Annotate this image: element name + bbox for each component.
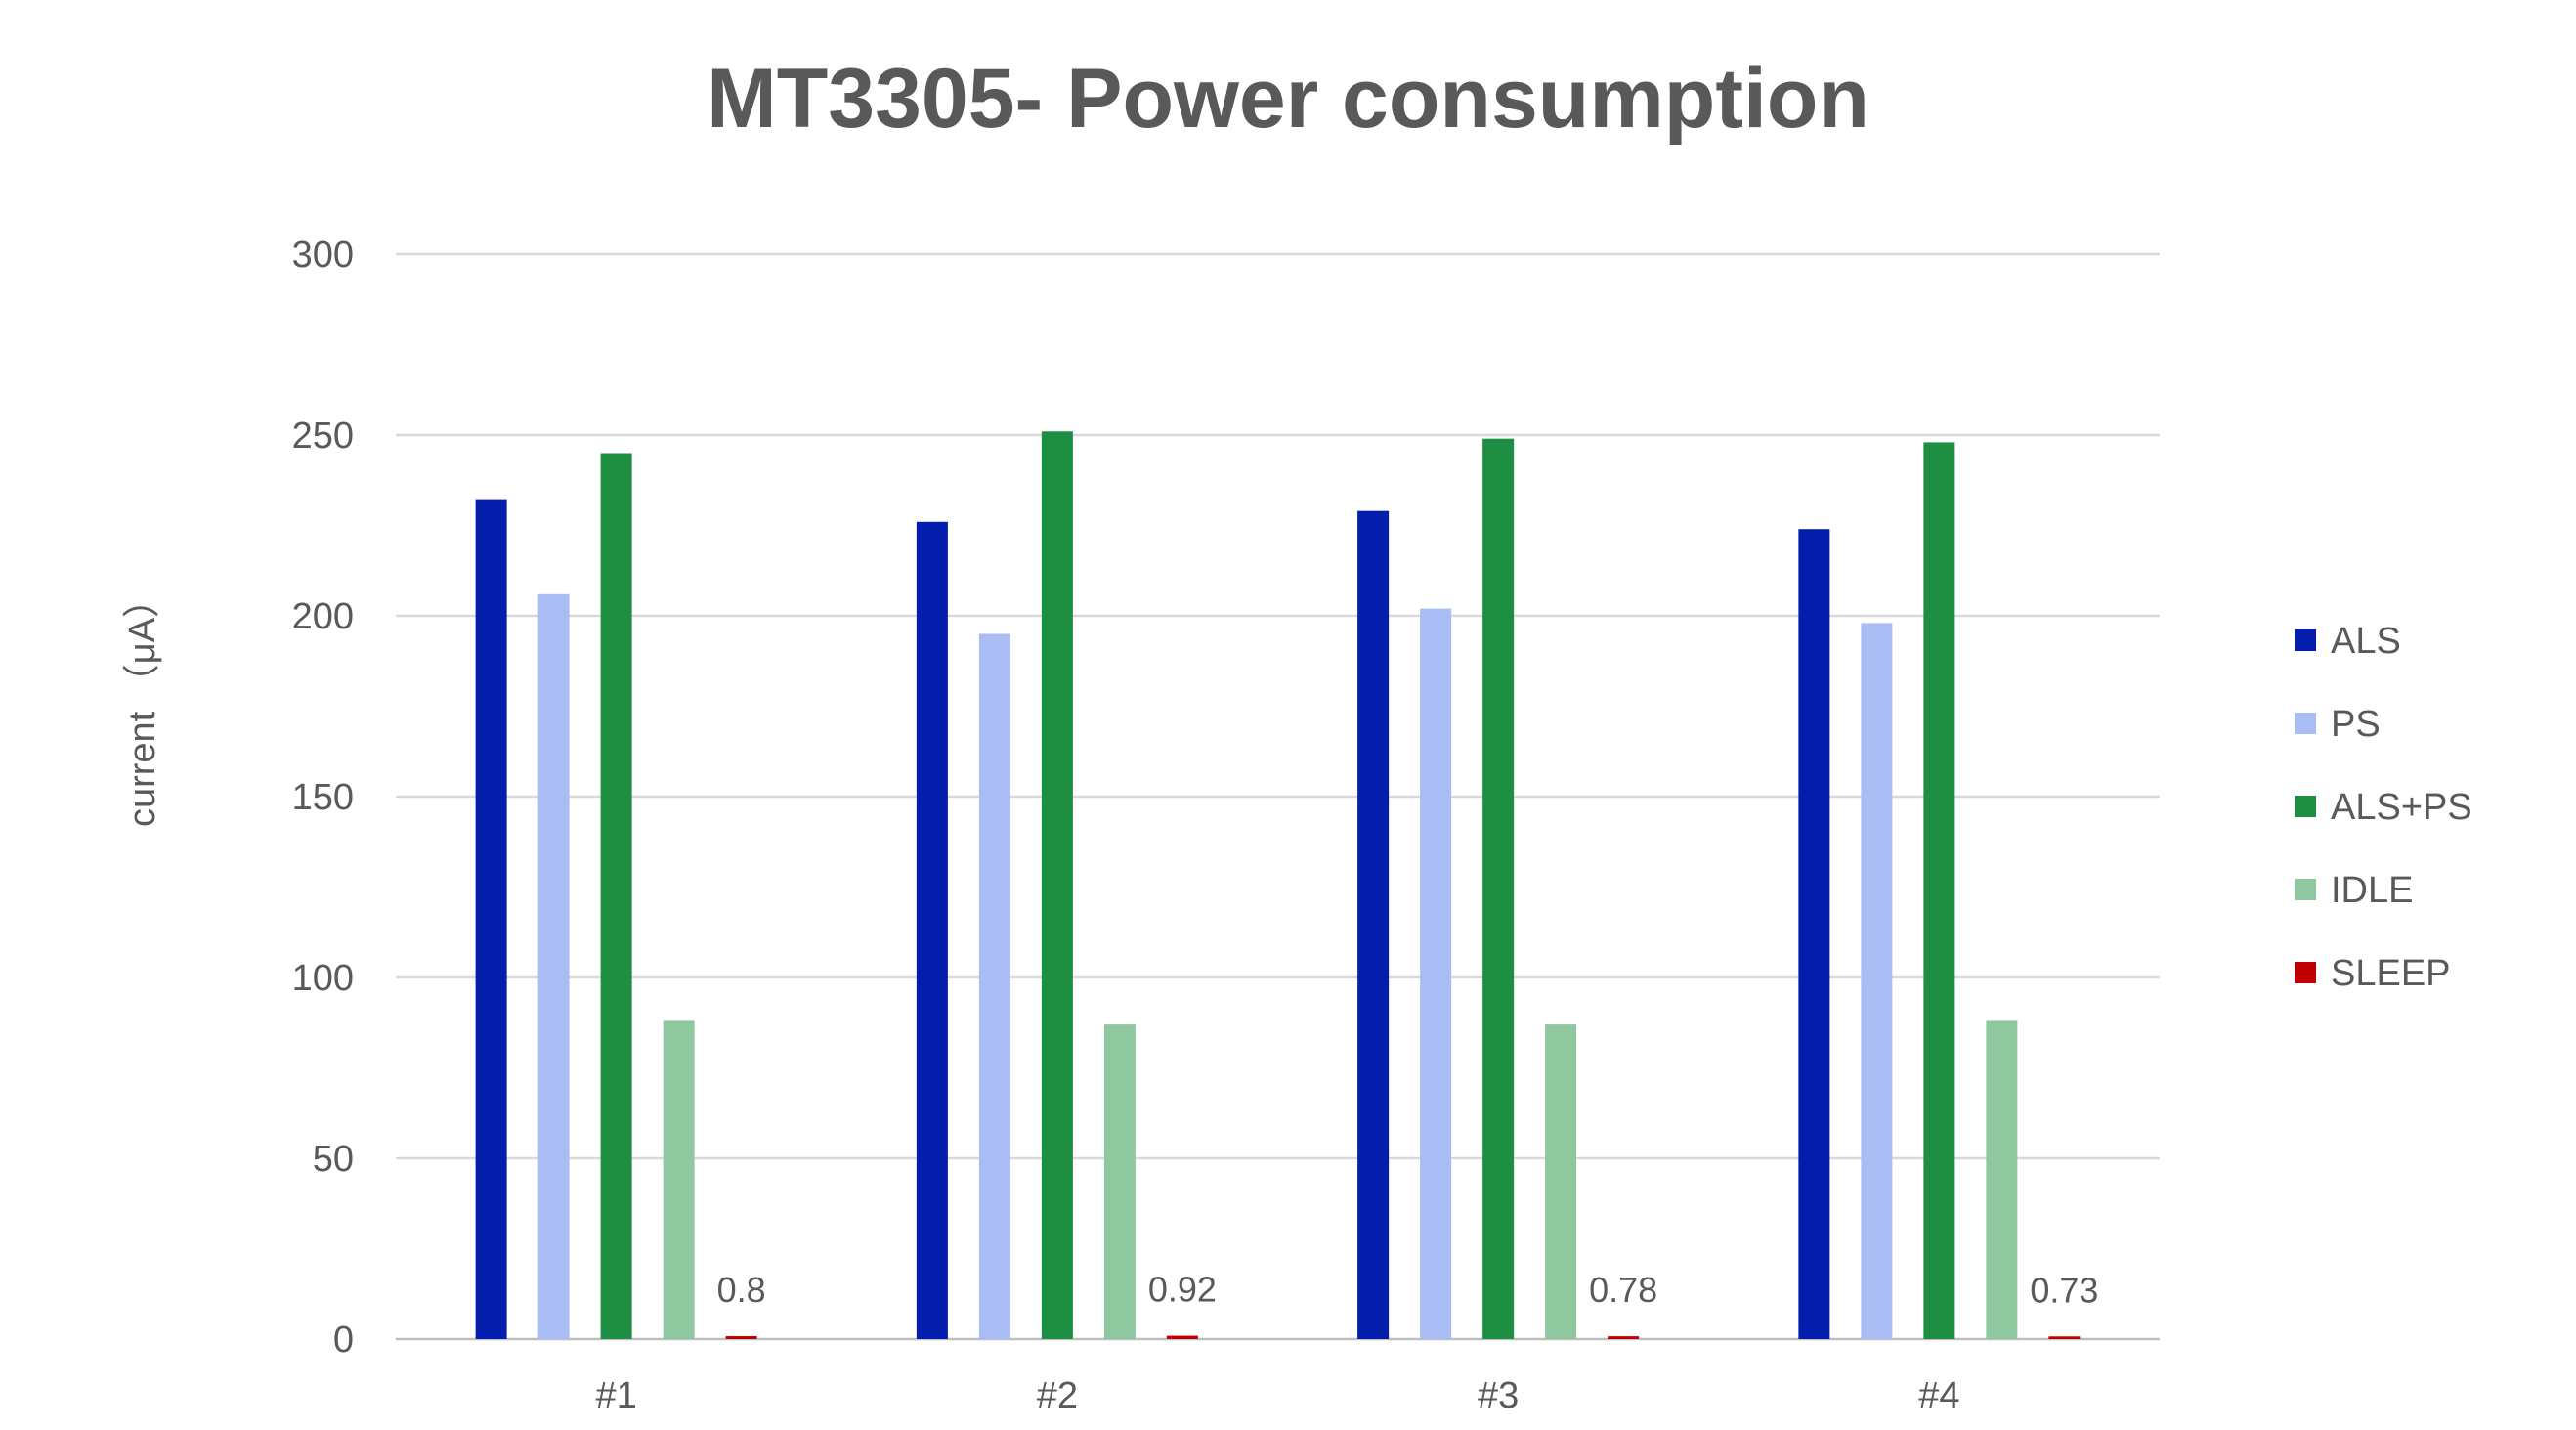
data-label: 0.92 [1148, 1270, 1217, 1310]
bar-als [475, 499, 507, 1340]
y-tick-label: 0 [333, 1320, 354, 1361]
legend-swatch [2295, 629, 2316, 651]
x-tick-labels: #1 #2 #3 #4 [595, 1375, 1959, 1416]
legend: ALS PS ALS+PS IDLE SLEEP [2295, 621, 2472, 994]
bar-ps [537, 593, 570, 1339]
x-tick-label: #2 [1037, 1375, 1078, 1416]
bar-ps [1861, 623, 1893, 1339]
legend-label: SLEEP [2331, 953, 2451, 994]
bar-als-ps [1923, 442, 1955, 1339]
bar-idle [663, 1020, 695, 1339]
y-tick-label: 250 [292, 415, 354, 456]
data-label: 0.8 [717, 1270, 766, 1310]
bar-als [1798, 529, 1830, 1339]
bar-als-ps [1482, 438, 1515, 1339]
chart-title: MT3305- Power consumption [707, 52, 1869, 146]
bar-ps [1420, 608, 1452, 1339]
bar-ps [978, 633, 1010, 1339]
bar-idle [1545, 1024, 1577, 1339]
y-tick-labels: 0 50 100 150 200 250 300 [292, 235, 354, 1361]
y-tick-label: 150 [292, 777, 354, 818]
x-tick-label: #3 [1478, 1375, 1519, 1416]
bar-sleep [1608, 1336, 1640, 1339]
legend-label: PS [2331, 704, 2381, 745]
legend-swatch [2295, 879, 2316, 900]
bar-als-ps [1041, 431, 1073, 1339]
y-tick-label: 300 [292, 235, 354, 276]
y-tick-label: 100 [292, 958, 354, 999]
y-tick-label: 200 [292, 596, 354, 637]
bar-idle [1103, 1024, 1136, 1339]
data-labels: 0.8 0.92 0.78 0.73 [717, 1270, 2099, 1311]
y-tick-label: 50 [313, 1139, 354, 1180]
bar-sleep [725, 1336, 757, 1339]
bar-sleep [2048, 1336, 2081, 1339]
y-axis-label: current （μA） [122, 581, 163, 827]
bar-sleep [1166, 1335, 1198, 1339]
bar-idle [1986, 1020, 2018, 1339]
bars [475, 431, 2081, 1340]
legend-swatch [2295, 962, 2316, 983]
bar-als [1357, 510, 1390, 1339]
data-label: 0.78 [1589, 1270, 1657, 1310]
data-label: 0.73 [2030, 1270, 2098, 1310]
bar-als [916, 521, 948, 1339]
legend-swatch [2295, 796, 2316, 817]
gridlines [396, 252, 2160, 1341]
legend-label: ALS+PS [2331, 787, 2472, 828]
legend-label: IDLE [2331, 870, 2413, 911]
legend-label: ALS [2331, 621, 2401, 662]
x-tick-label: #1 [595, 1375, 636, 1416]
x-tick-label: #4 [1918, 1375, 1959, 1416]
legend-swatch [2295, 713, 2316, 734]
bar-als-ps [600, 453, 632, 1339]
